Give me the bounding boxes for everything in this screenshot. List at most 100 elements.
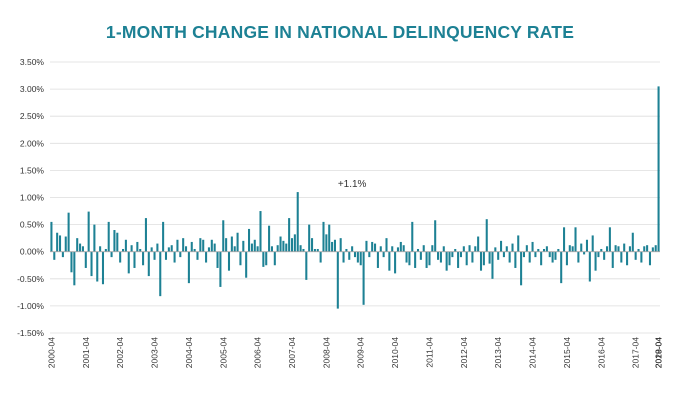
bar bbox=[471, 251, 474, 263]
y-tick-label: 0.00% bbox=[20, 247, 45, 257]
bar bbox=[514, 251, 517, 268]
bar bbox=[147, 251, 150, 277]
x-tick-label: 2012-04 bbox=[459, 337, 469, 368]
bar bbox=[67, 212, 70, 252]
bar bbox=[534, 251, 537, 258]
bar bbox=[620, 251, 623, 263]
bar bbox=[293, 234, 296, 252]
bar bbox=[416, 248, 420, 252]
bar bbox=[268, 225, 271, 252]
x-tick-label: 2014-04 bbox=[528, 337, 538, 368]
bar bbox=[339, 238, 342, 252]
bar bbox=[299, 245, 302, 252]
bar bbox=[542, 248, 546, 252]
bar bbox=[64, 236, 67, 252]
bar bbox=[76, 238, 79, 252]
bar bbox=[399, 241, 402, 252]
bar bbox=[594, 251, 597, 271]
bar bbox=[121, 248, 125, 252]
bar bbox=[107, 221, 110, 252]
bar bbox=[345, 248, 348, 252]
bar bbox=[628, 246, 631, 252]
bar bbox=[623, 243, 626, 252]
bar bbox=[448, 251, 451, 266]
bar bbox=[574, 227, 577, 252]
bar bbox=[374, 243, 377, 252]
x-tick-label: 2010-04 bbox=[390, 337, 400, 368]
bar bbox=[227, 251, 231, 271]
bar bbox=[113, 230, 116, 252]
bar bbox=[382, 251, 385, 258]
chart-title: 1-MONTH CHANGE IN NATIONAL DELINQUENCY R… bbox=[105, 22, 575, 42]
bar bbox=[611, 251, 614, 268]
bar bbox=[437, 251, 440, 260]
bar bbox=[176, 239, 179, 252]
bar bbox=[99, 246, 102, 252]
bar bbox=[276, 245, 279, 252]
bar bbox=[139, 248, 142, 252]
bar bbox=[90, 251, 93, 277]
bar bbox=[508, 251, 511, 263]
bar bbox=[560, 251, 563, 284]
bar bbox=[651, 247, 654, 252]
bar bbox=[336, 251, 339, 309]
y-tick-label: 2.50% bbox=[20, 111, 45, 121]
bar bbox=[84, 251, 87, 268]
bar bbox=[388, 251, 391, 271]
bar bbox=[222, 220, 225, 252]
bar bbox=[153, 251, 156, 260]
bar bbox=[245, 251, 248, 278]
bar bbox=[591, 235, 594, 252]
bar bbox=[322, 221, 325, 252]
y-tick-label: -0.50% bbox=[17, 274, 44, 284]
bar bbox=[133, 251, 136, 268]
bar bbox=[316, 248, 319, 252]
x-tick-label: 2007-04 bbox=[287, 337, 297, 368]
bar bbox=[110, 251, 113, 258]
bar bbox=[431, 245, 434, 252]
bar bbox=[311, 238, 314, 252]
bar bbox=[93, 224, 96, 252]
bar bbox=[328, 224, 331, 252]
bar bbox=[331, 241, 334, 252]
bar bbox=[159, 251, 162, 297]
x-tick-label: 2019-04 bbox=[654, 337, 664, 368]
x-tick-label: 2002-04 bbox=[115, 337, 125, 368]
bar bbox=[502, 251, 505, 258]
bar bbox=[348, 251, 351, 260]
bar bbox=[646, 245, 649, 252]
bar bbox=[265, 251, 268, 266]
bar bbox=[199, 238, 202, 252]
bar bbox=[597, 251, 600, 258]
bar bbox=[394, 251, 397, 274]
annotations: +1.1%+3.1% bbox=[338, 179, 367, 190]
bar bbox=[173, 251, 176, 263]
bar bbox=[488, 251, 491, 264]
bar bbox=[319, 251, 322, 263]
bar bbox=[439, 251, 442, 263]
bar bbox=[445, 251, 448, 271]
bar bbox=[600, 248, 603, 252]
bar bbox=[313, 248, 316, 252]
bar bbox=[219, 251, 222, 287]
bar bbox=[156, 243, 159, 252]
bar bbox=[580, 243, 583, 252]
bar bbox=[305, 251, 308, 280]
bar bbox=[96, 251, 99, 282]
bar bbox=[179, 251, 182, 258]
bar bbox=[262, 251, 265, 267]
bar bbox=[482, 251, 485, 266]
bar bbox=[634, 251, 637, 260]
bar bbox=[605, 246, 609, 252]
bar bbox=[253, 239, 256, 252]
bar bbox=[193, 248, 196, 252]
bar bbox=[637, 248, 640, 252]
bar bbox=[270, 246, 273, 252]
bar bbox=[614, 245, 617, 252]
bar bbox=[288, 218, 291, 252]
bar bbox=[643, 246, 646, 252]
bar bbox=[256, 246, 259, 252]
bar bbox=[273, 251, 276, 266]
x-tick-label: 2004-04 bbox=[184, 337, 194, 368]
